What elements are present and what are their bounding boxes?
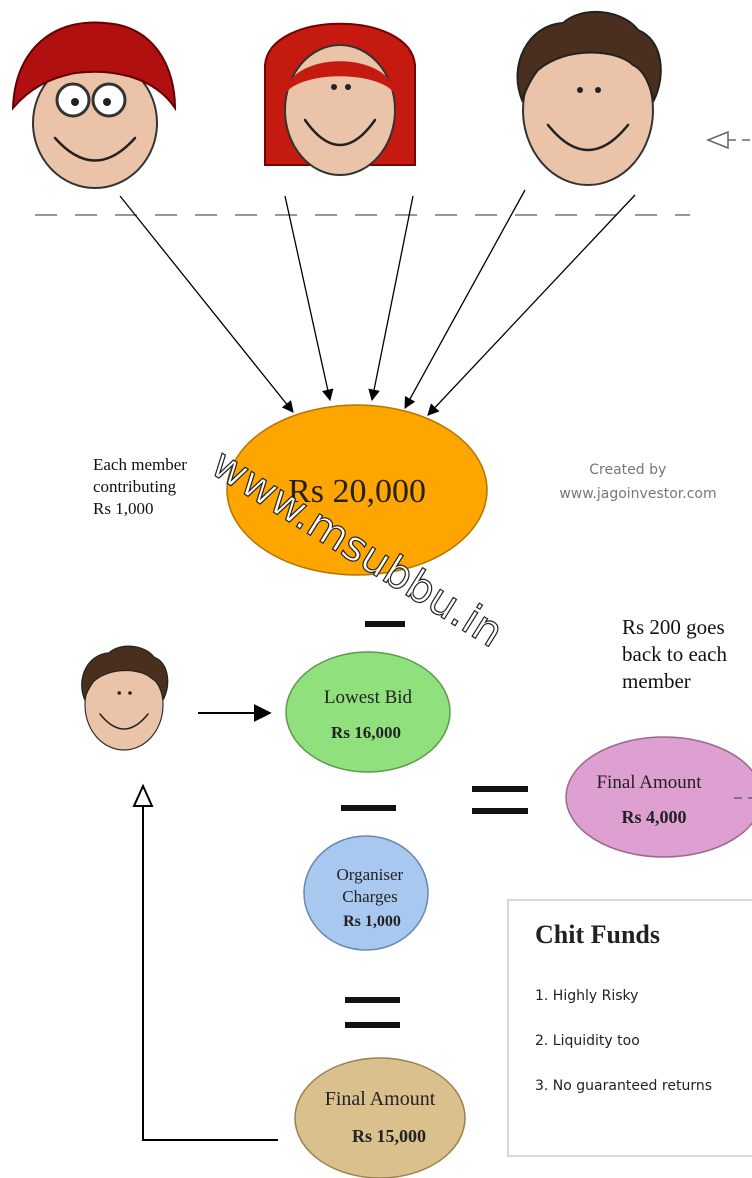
member-face-part <box>345 84 351 90</box>
info-item: 1. Highly Risky <box>535 988 638 1004</box>
credit-line: Created by <box>589 462 666 478</box>
final-amount-members-label: Final Amount <box>596 772 702 793</box>
note-line: Rs 1,000 <box>93 499 153 518</box>
return-arrow <box>143 806 278 1140</box>
info-item: 3. No guaranteed returns <box>535 1078 712 1094</box>
return-arrow-head <box>134 786 152 806</box>
credit: Created by www.jagoinvestor.com <box>559 462 716 502</box>
winner-face-part <box>82 646 168 750</box>
page: Rs 20,000 Each member contributing Rs 1,… <box>0 0 752 1178</box>
note-line: member <box>622 669 691 693</box>
note-line: back to each <box>622 642 727 666</box>
side-arrow-head <box>708 132 728 148</box>
member-face <box>265 24 415 175</box>
final-amount-winner-amount: Rs 15,000 <box>352 1126 426 1146</box>
contribution-arrows-part <box>372 196 413 400</box>
label-line: Organiser <box>337 865 404 884</box>
winner-face <box>82 646 168 750</box>
contribution-arrows-part <box>428 195 635 415</box>
note-line: Each member <box>93 455 187 474</box>
lowest-bid-amount: Rs 16,000 <box>331 723 401 742</box>
member-face-part <box>517 12 660 185</box>
equals-sign <box>345 1022 400 1028</box>
lowest-bid-node <box>286 652 450 772</box>
credit-line: www.jagoinvestor.com <box>559 486 716 502</box>
minus-sign <box>341 805 396 811</box>
final-amount-winner-label: Final Amount <box>325 1088 436 1110</box>
contribution-arrows-part <box>120 196 293 412</box>
minus-sign <box>365 621 405 627</box>
contribution-note: Each member contributing Rs 1,000 <box>93 455 191 518</box>
final-amount-winner-node <box>295 1058 465 1178</box>
final-amount-members-amount: Rs 4,000 <box>621 807 686 827</box>
member-face-part <box>71 98 79 106</box>
info-item: 2. Liquidity too <box>535 1033 640 1049</box>
member-face-part <box>103 98 111 106</box>
organiser-amount: Rs 1,000 <box>343 913 401 930</box>
contribution-arrows <box>120 190 635 415</box>
final-amount-members-node <box>566 737 752 857</box>
contribution-arrows-part <box>285 196 330 400</box>
note-line: Rs 200 goes <box>622 615 725 639</box>
equals-sign <box>472 786 528 792</box>
note-line: contributing <box>93 477 177 496</box>
member-face <box>517 12 660 185</box>
info-box-title: Chit Funds <box>535 920 660 949</box>
equals-sign <box>345 997 400 1003</box>
label-line: Charges <box>342 887 397 906</box>
equals-sign <box>472 808 528 814</box>
refund-note: Rs 200 goes back to each member <box>622 615 732 693</box>
lowest-bid-label: Lowest Bid <box>324 687 413 708</box>
member-face-part <box>331 84 337 90</box>
member-face <box>13 22 175 188</box>
diagram: Rs 20,000 Each member contributing Rs 1,… <box>0 0 752 1178</box>
